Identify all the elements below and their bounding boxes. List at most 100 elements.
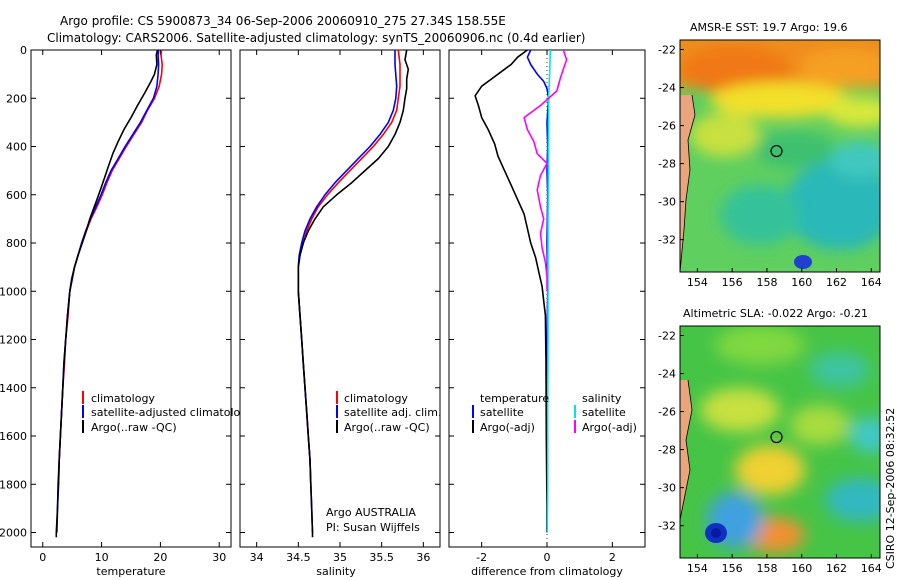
temperature-line-argo-raw-qc — [55, 50, 159, 538]
temperature-xtick-label: 10 — [95, 551, 109, 564]
sla-map-ytick-label: -26 — [658, 406, 676, 419]
depth-ytick-label: 1600 — [0, 430, 27, 443]
sst-teal-patch — [720, 185, 800, 245]
temperature-xtick-label: 20 — [153, 551, 167, 564]
sst-map-xtick-label: 154 — [687, 276, 708, 289]
salinity-xtick-label: 35 — [333, 551, 347, 564]
salinity-annotation-pi: PI: Susan Wijffels — [326, 521, 420, 534]
temperature-legend-satellite: satellite-adjusted climatology — [91, 406, 254, 419]
sla-map-xtick-label: 162 — [826, 562, 847, 575]
sst-map-title: AMSR-E SST: 19.7 Argo: 19.6 — [690, 21, 848, 34]
temperature-plot-frame — [30, 49, 232, 548]
sst-map-xtick-label: 160 — [791, 276, 812, 289]
sla-coastline — [680, 379, 693, 521]
salinity-legend-argo: Argo(..raw -QC) — [344, 421, 430, 434]
sst-yellow-east — [825, 97, 880, 127]
sla-blob-center — [790, 405, 850, 445]
salinity-xtick-label: 34.5 — [286, 551, 311, 564]
sst-green-patch — [755, 132, 835, 168]
depth-ytick-label: 1400 — [0, 382, 27, 395]
sla-blob-east — [850, 417, 880, 453]
sla-map-ytick-label: -30 — [658, 482, 676, 495]
sst-map-xtick-label: 158 — [756, 276, 777, 289]
depth-ytick-label: 1200 — [0, 334, 27, 347]
sla-map-xtick-label: 160 — [791, 562, 812, 575]
sst-yellow-band — [710, 82, 850, 118]
depth-ytick-label: 2000 — [0, 527, 27, 540]
sla-map-xtick-label: 164 — [861, 562, 882, 575]
sla-blob-north — [715, 326, 805, 365]
sla-map-ytick-label: -32 — [658, 520, 676, 533]
salinity-xtick-label: 35.5 — [369, 551, 394, 564]
temperature-series — [55, 50, 163, 538]
side-timestamp-label: CSIRO 12-Sep-2006 08:32:52 — [884, 408, 897, 569]
sla-map-xtick-label: 158 — [756, 562, 777, 575]
difference-xtick-label: -2 — [476, 551, 487, 564]
sst-map-ytick-label: -26 — [658, 120, 676, 133]
sla-map-ticks: 154 156 158 160 162 164 -22 -24 -26 -28 -30 -32 — [658, 330, 882, 575]
sst-map-frame — [679, 39, 881, 273]
sla-map-panel: Altimetric SLA: -0.022 Argo: -0.21 154 15… — [658, 307, 882, 575]
figure-title-line1: Argo profile: CS 5900873_34 06-Sep-2006 … — [60, 14, 506, 28]
difference-series — [474, 50, 568, 533]
sla-blob-southeast — [825, 478, 880, 522]
difference-xtick-label: 2 — [609, 551, 616, 564]
depth-ytick-label: 1800 — [0, 478, 27, 491]
sst-map-xtick-label: 164 — [861, 276, 882, 289]
depth-ytick-label: 800 — [6, 237, 27, 250]
temperature-panel: 0 10 20 30 0 200 400 600 800 1000 1200 1400 1600 1800… — [0, 44, 254, 578]
sla-blob-yellow — [735, 445, 805, 495]
difference-legend-temp-satellite: satellite — [480, 406, 524, 419]
difference-xtick-label: 0 — [544, 551, 551, 564]
difference-line-temperature-argo-adj — [474, 50, 548, 533]
sst-map-ytick-label: -30 — [658, 196, 676, 209]
salinity-annotation-program: Argo AUSTRALIA — [326, 506, 416, 519]
sst-map-field — [680, 40, 880, 272]
sla-map-title: Altimetric SLA: -0.022 Argo: -0.21 — [683, 307, 868, 320]
salinity-xlabel: salinity — [316, 565, 356, 578]
temperature-xtick-label: 30 — [212, 551, 226, 564]
salinity-xtick-label: 36 — [416, 551, 430, 564]
sst-map-ytick-label: -28 — [658, 158, 676, 171]
difference-line-salinity-argo-adj — [523, 50, 568, 292]
sla-map-xtick-label: 156 — [722, 562, 743, 575]
difference-legend-salinity-header: salinity — [582, 392, 622, 405]
sst-argo-position-marker — [770, 144, 783, 158]
difference-legend-temperature-header: temperature — [480, 392, 549, 405]
sst-yellow-west — [690, 113, 760, 157]
temperature-xtick-label: 0 — [39, 551, 46, 564]
sla-low-eddy-core — [711, 528, 721, 538]
depth-ytick-label: 400 — [6, 141, 27, 154]
salinity-legend-climatology: climatology — [344, 392, 408, 405]
difference-legend-temp-argo: Argo(-adj) — [480, 421, 535, 434]
sla-map-ytick-label: -28 — [658, 444, 676, 457]
sla-map-ytick-label: -22 — [658, 330, 676, 343]
sla-map-ytick-label: -24 — [658, 368, 676, 381]
sst-warm-east — [800, 48, 880, 88]
difference-legend-sal-satellite: satellite — [582, 406, 626, 419]
sst-map-xtick-label: 162 — [826, 276, 847, 289]
salinity-line-argo-raw-qc — [297, 50, 410, 538]
difference-panel: -2 0 2 difference from climatology tempera… — [448, 49, 646, 578]
sla-land — [680, 380, 692, 520]
sst-field-blobs — [680, 40, 880, 250]
salinity-legend-satellite: satellite adj. clim. — [344, 406, 441, 419]
salinity-ticks: 34 34.5 35 35.5 36 — [240, 49, 440, 564]
sst-map-ytick-label: -24 — [658, 82, 676, 95]
sst-map-ytick-label: -32 — [658, 234, 676, 247]
temperature-ticks: 0 10 20 30 0 200 400 600 800 1000 1200 1400 1600 1800… — [0, 44, 231, 564]
temperature-legend-climatology: climatology — [91, 392, 155, 405]
sla-blob-northeast — [810, 352, 870, 388]
difference-legend-sal-argo: Argo(-adj) — [582, 421, 637, 434]
salinity-panel: 34 34.5 35 35.5 36 salinity climatology sate… — [239, 49, 441, 578]
difference-line-salinity-satellite — [546, 50, 552, 533]
sst-cyan-north — [830, 142, 880, 178]
sst-warm-core — [680, 46, 790, 94]
sst-map-panel: AMSR-E SST: 19.7 Argo: 19.6 154 156 158 160… — [658, 21, 882, 289]
sst-cold-spot — [794, 255, 812, 269]
sst-map-ytick-label: -22 — [658, 44, 676, 57]
sst-cyan-patch — [785, 160, 880, 250]
sla-argo-position-marker — [770, 430, 783, 444]
salinity-plot-frame — [239, 49, 441, 548]
